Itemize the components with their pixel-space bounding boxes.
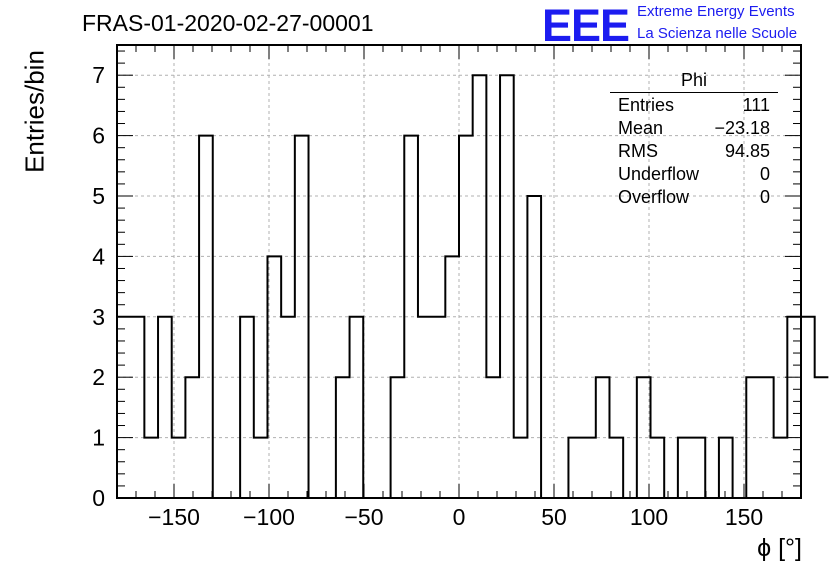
x-tick-label: 100: [630, 504, 668, 530]
stat-value: 0: [759, 187, 770, 207]
stat-label: Underflow: [618, 164, 700, 184]
x-tick-label: −150: [148, 504, 200, 530]
x-axis-label: ϕ [°]: [757, 534, 802, 562]
histogram-line: [117, 74, 829, 499]
histogram-bin: [609, 438, 623, 498]
histogram-bin: [514, 438, 528, 498]
histogram-bin: [158, 317, 172, 498]
histogram-bin: [391, 377, 405, 498]
histogram-bin: [692, 438, 706, 498]
stat-label: RMS: [618, 141, 658, 161]
histogram-bin: [678, 438, 692, 498]
stat-value: −23.18: [714, 118, 770, 138]
y-tick-label: 6: [92, 123, 105, 149]
histogram-bin: [527, 196, 541, 498]
logo-line-1: Extreme Energy Events: [637, 3, 795, 20]
histogram-bin: [582, 438, 596, 498]
logo-line-2: La Scienza nelle Scuole: [637, 25, 798, 42]
histogram-bin: [117, 317, 131, 498]
y-axis-label: Entries/bin: [19, 50, 50, 173]
stat-label: Overflow: [618, 187, 690, 207]
histogram-bin: [131, 317, 145, 498]
x-tick-label: 150: [725, 504, 763, 530]
y-tick-label: 2: [92, 364, 105, 390]
stat-row-rms: RMS 94.85: [610, 141, 778, 164]
histogram-bin: [719, 438, 733, 498]
x-tick-label: 50: [541, 504, 567, 530]
histogram-bin: [787, 317, 801, 498]
stat-row-underflow: Underflow 0: [610, 164, 778, 187]
histogram-bin: [801, 317, 815, 498]
histogram-bin: [418, 317, 432, 498]
stat-value: 111: [742, 95, 770, 115]
histogram-bin: [774, 438, 788, 498]
stats-box: Phi Entries 111 Mean −23.18 RMS 94.85 Un…: [610, 70, 778, 210]
histogram-bin: [500, 75, 514, 498]
chart-title: FRAS-01-2020-02-27-00001: [82, 10, 374, 36]
histogram-bin: [240, 317, 254, 498]
histogram-bin: [254, 438, 268, 498]
eee-logo: EEE: [542, 0, 630, 51]
y-tick-label: 7: [92, 62, 105, 88]
histogram-bin: [295, 136, 309, 498]
histogram-bin: [637, 377, 651, 498]
histogram-bin: [473, 75, 487, 498]
stat-row-entries: Entries 111: [610, 95, 778, 118]
histogram-bin: [568, 438, 582, 498]
stat-label: Mean: [618, 118, 664, 138]
y-tick-label: 0: [92, 485, 105, 511]
x-tick-label: −100: [243, 504, 295, 530]
stat-value: 0: [759, 164, 770, 184]
x-tick-label: −50: [344, 504, 383, 530]
histogram-bin: [432, 317, 446, 498]
stat-label: Entries: [618, 95, 675, 115]
histogram-bin: [281, 317, 295, 498]
y-tick-label: 3: [92, 304, 105, 330]
x-tick-label: 0: [453, 504, 466, 530]
y-tick-label: 4: [92, 243, 105, 269]
stat-row-mean: Mean −23.18: [610, 118, 778, 141]
plot-frame: [116, 44, 802, 499]
stats-title: Phi: [610, 70, 778, 93]
histogram-bin: [815, 377, 829, 498]
stat-value: 94.85: [724, 141, 770, 161]
stat-row-overflow: Overflow 0: [610, 187, 778, 210]
histogram-bin: [651, 438, 665, 498]
histogram-bin: [350, 317, 364, 498]
y-tick-label: 1: [92, 425, 105, 451]
histogram-bin: [144, 438, 158, 498]
y-tick-label: 5: [92, 183, 105, 209]
